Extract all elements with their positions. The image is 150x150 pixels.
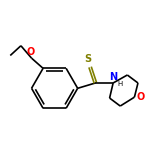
Text: S: S <box>85 54 92 64</box>
Text: N: N <box>109 72 117 82</box>
Text: O: O <box>27 47 35 57</box>
Text: O: O <box>136 92 145 102</box>
Text: H: H <box>118 81 123 87</box>
